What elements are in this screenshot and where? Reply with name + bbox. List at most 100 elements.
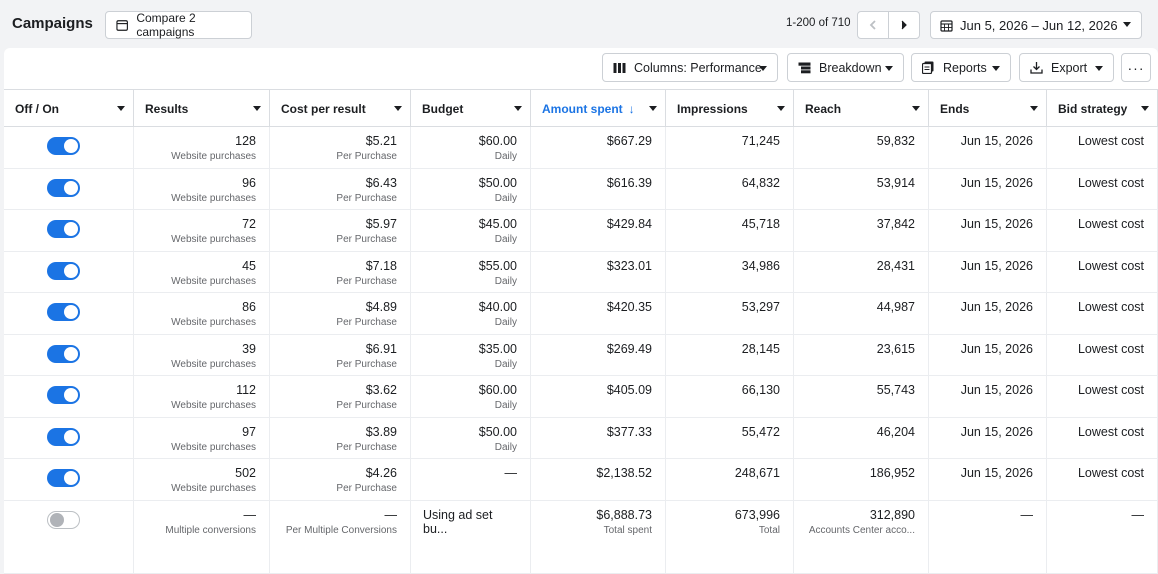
table-row[interactable]: 502 Website purchases $4.26 Per Purchase — $2… [4, 459, 1158, 501]
chevron-down-icon[interactable] [649, 106, 657, 111]
column-header-label: Results [145, 101, 189, 116]
reach-value: 37,842 [876, 217, 915, 231]
results-cell: 39 Website purchases [134, 334, 270, 375]
breakdown-icon [798, 62, 811, 73]
chevron-down-icon[interactable] [117, 106, 125, 111]
ends-value: Jun 15, 2026 [960, 466, 1033, 480]
spent-cell: $377.33 [531, 417, 666, 458]
pager-prev-button[interactable] [857, 11, 889, 39]
chevron-down-icon[interactable] [1141, 106, 1149, 111]
date-range-picker[interactable]: Jun 5, 2026 – Jun 12, 2026 [930, 11, 1142, 39]
chevron-down-icon[interactable] [777, 106, 785, 111]
more-options-button[interactable]: ··· [1121, 53, 1151, 82]
cpr-value: $3.89 [365, 424, 397, 439]
budget-value: $55.00 [478, 258, 517, 273]
table-row[interactable]: 96 Website purchases $6.43 Per Purchase $50.… [4, 168, 1158, 210]
impressions-cell: 66,130 [666, 376, 794, 417]
results-subtext: Website purchases [171, 234, 256, 245]
on-off-toggle[interactable] [47, 303, 80, 321]
on-off-toggle[interactable] [47, 510, 80, 529]
results-cell: 502 Website purchases [134, 459, 270, 500]
impressions-cell: 71,245 [666, 127, 794, 168]
table-row[interactable]: 45 Website purchases $7.18 Per Purchase $55.… [4, 251, 1158, 293]
column-header-label: Impressions [677, 101, 748, 116]
on-off-toggle[interactable] [47, 344, 80, 363]
on-off-toggle[interactable] [47, 261, 80, 280]
table-row[interactable]: 97 Website purchases $3.89 Per Purchase $50.… [4, 417, 1158, 459]
chevron-down-icon [759, 66, 767, 71]
export-button[interactable]: Export [1019, 53, 1114, 82]
bid-value: Lowest cost [1077, 258, 1144, 273]
on-off-toggle[interactable] [47, 469, 80, 487]
columns-button[interactable]: Columns: Performance [602, 53, 778, 82]
cpr-subtext: Per Purchase [336, 483, 397, 494]
chevron-down-icon[interactable] [253, 106, 261, 111]
ends-value: Jun 15, 2026 [960, 341, 1033, 356]
ends-cell: Jun 15, 2026 [929, 127, 1047, 168]
columns-icon [613, 62, 626, 73]
pager-next-button[interactable] [888, 11, 920, 39]
toggle-knob [64, 346, 78, 361]
impressions-cell: 55,472 [666, 417, 794, 458]
reports-button[interactable]: Reports [911, 53, 1011, 82]
budget-cell: $60.00 Daily [411, 376, 531, 417]
download-icon [1030, 62, 1043, 74]
chevron-down-icon[interactable] [514, 106, 522, 111]
pager-range: 1-200 of 710 [786, 17, 851, 29]
bid-cell: Lowest cost [1047, 127, 1158, 168]
bid-cell: Lowest cost [1047, 251, 1158, 292]
bid-cell: — [1047, 500, 1158, 573]
column-header-budget[interactable]: Budget [411, 90, 531, 127]
cpr-cell: $7.18 Per Purchase [270, 251, 411, 292]
on-off-toggle[interactable] [47, 427, 80, 446]
chevron-down-icon[interactable] [1030, 106, 1038, 111]
ends-value: Jun 15, 2026 [960, 424, 1033, 439]
cpr-cell: $5.97 Per Purchase [270, 210, 411, 251]
cpr-value: $4.89 [365, 300, 397, 314]
on-off-toggle[interactable] [47, 220, 80, 238]
column-header-reach[interactable]: Reach [794, 90, 929, 127]
on-off-toggle[interactable] [47, 178, 80, 197]
table-row[interactable]: 72 Website purchases $5.97 Per Purchase $45.… [4, 210, 1158, 252]
table-row[interactable]: 86 Website purchases $4.89 Per Purchase $40.… [4, 293, 1158, 335]
chevron-down-icon[interactable] [912, 106, 920, 111]
bid-cell: Lowest cost [1047, 376, 1158, 417]
table-row[interactable]: 39 Website purchases $6.91 Per Purchase $35.… [4, 334, 1158, 376]
chevron-left-icon [869, 20, 876, 30]
sort-descending-icon[interactable]: ↓ [628, 101, 635, 116]
column-header-cpr[interactable]: Cost per result [270, 90, 411, 127]
column-header-spent[interactable]: Amount spent ↓ [531, 90, 666, 127]
table-row[interactable]: 128 Website purchases $5.21 Per Purchase $60… [4, 127, 1158, 169]
chevron-down-icon [885, 66, 893, 71]
toggle-cell [4, 127, 134, 168]
bid-value: Lowest cost [1077, 383, 1144, 397]
impressions-value: 71,245 [741, 134, 780, 148]
on-off-toggle[interactable] [47, 386, 80, 404]
results-value: 39 [242, 341, 256, 356]
column-header-bid[interactable]: Bid strategy [1047, 90, 1158, 127]
impressions-value: 66,130 [741, 383, 780, 397]
budget-cell: $35.00 Daily [411, 334, 531, 375]
column-header-ends[interactable]: Ends [929, 90, 1047, 127]
compare-campaigns-button[interactable]: Compare 2 campaigns [105, 11, 252, 39]
column-header-toggle[interactable]: Off / On [4, 90, 134, 127]
results-cell: 86 Website purchases [134, 293, 270, 334]
totals-row[interactable]: — Multiple conversions — Per Multiple Conve… [4, 500, 1158, 574]
chevron-down-icon[interactable] [394, 106, 402, 111]
cpr-subtext: Per Purchase [336, 151, 397, 162]
spent-value: $323.01 [606, 258, 652, 273]
column-header-impressions[interactable]: Impressions [666, 90, 794, 127]
results-subtext: Website purchases [171, 358, 256, 370]
cpr-subtext: Per Purchase [336, 400, 397, 411]
budget-value: $50.00 [478, 424, 517, 439]
impressions-value: 45,718 [741, 217, 780, 231]
reach-value: 28,431 [876, 258, 915, 273]
impressions-cell: 248,671 [666, 459, 794, 500]
table-row[interactable]: 112 Website purchases $3.62 Per Purchase $60… [4, 376, 1158, 418]
ends-value: Jun 15, 2026 [960, 134, 1033, 148]
column-header-results[interactable]: Results [134, 90, 270, 127]
on-off-toggle[interactable] [47, 137, 80, 155]
results-subtext: Website purchases [171, 275, 256, 287]
breakdown-button[interactable]: Breakdown [787, 53, 904, 82]
results-cell: 112 Website purchases [134, 376, 270, 417]
